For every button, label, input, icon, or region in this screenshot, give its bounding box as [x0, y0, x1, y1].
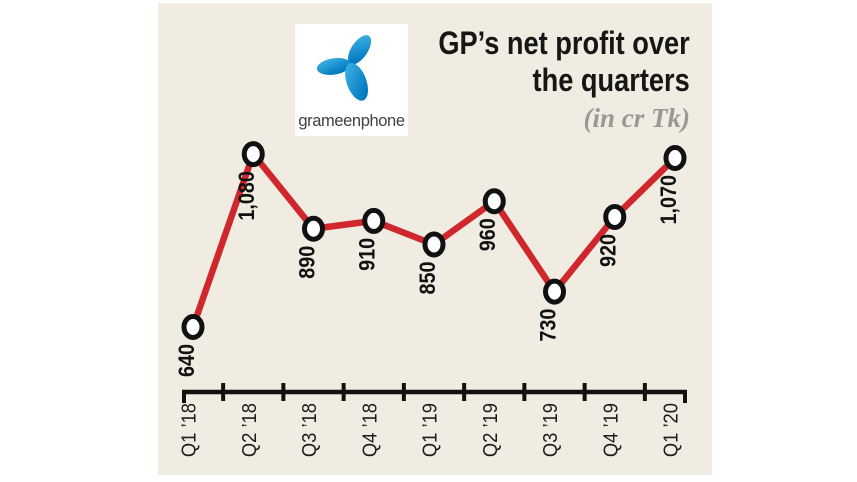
data-point-marker-2	[302, 215, 325, 242]
data-point-marker-8	[663, 145, 687, 172]
telenor-pinwheel-icon	[316, 35, 372, 101]
value-label-5: 960	[476, 218, 500, 251]
data-point-marker-7	[603, 203, 627, 230]
category-label-4: Q1 ’19	[420, 403, 442, 457]
value-label-1: 1,080	[235, 171, 259, 221]
data-point-marker-0	[181, 314, 205, 340]
chart-unit-subtitle: (in cr Tk)	[583, 103, 690, 133]
chart-title-block: GP’s net profit over the quarters (in cr…	[394, 25, 690, 134]
category-label-0: Q1 ’18	[179, 403, 201, 457]
data-point-marker-5	[482, 188, 506, 215]
data-point-marker-1	[241, 141, 265, 168]
category-label-7: Q4 ’19	[601, 403, 623, 457]
data-point-marker-6	[543, 278, 566, 305]
chart-title-line-2: the quarters	[532, 62, 690, 98]
data-point-marker-3	[362, 207, 386, 234]
category-label-8: Q1 ’20	[661, 403, 683, 457]
category-label-3: Q4 ’18	[360, 403, 382, 457]
category-label-2: Q3 ’18	[300, 403, 322, 457]
value-label-2: 890	[295, 246, 319, 279]
chart-panel: grameenphone GP’s net profit over the qu…	[158, 3, 712, 475]
chart-title-line-1: GP’s net profit over	[438, 25, 690, 61]
brand-wordmark: grameenphone	[298, 112, 405, 130]
value-label-4: 850	[416, 261, 440, 294]
category-label-5: Q2 ’19	[480, 403, 502, 457]
value-label-0: 640	[175, 344, 199, 377]
value-label-7: 920	[597, 234, 621, 267]
category-label-6: Q3 ’19	[541, 403, 563, 457]
value-label-3: 910	[356, 238, 380, 271]
grameenphone-logo-card: grameenphone	[295, 24, 408, 136]
category-label-1: Q2 ’18	[239, 403, 261, 457]
value-label-8: 1,070	[657, 175, 681, 225]
value-label-6: 730	[536, 309, 560, 342]
data-point-marker-4	[422, 231, 446, 258]
